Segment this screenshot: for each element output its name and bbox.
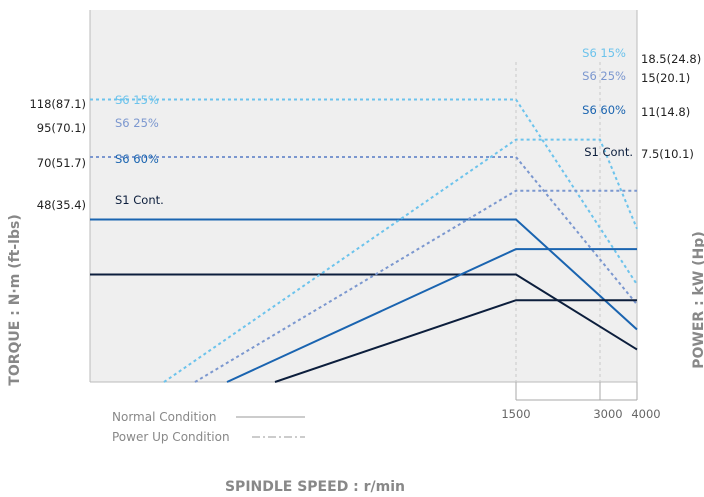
x-axis-title: SPINDLE SPEED : r/min	[225, 479, 405, 495]
torque-line-s6-25-	[90, 156, 638, 306]
torque-line-s6-15-	[90, 98, 638, 286]
power-series-label: S6 60%	[582, 103, 626, 117]
power-tick-label: 18.5(24.8)	[641, 52, 701, 66]
power-line-s6-60-	[226, 248, 637, 383]
x-tick-label: 3000	[593, 407, 622, 421]
torque-line-s1-cont-	[90, 273, 638, 351]
power-series-label: S6 25%	[582, 69, 626, 83]
power-line-s6-25-	[194, 189, 637, 383]
torque-series-label: S6 60%	[115, 152, 159, 166]
power-line-s1-cont-	[274, 299, 637, 383]
torque-series-label: S1 Cont.	[115, 193, 164, 207]
power-series-label: S1 Cont.	[584, 145, 633, 159]
power-tick-label: 15(20.1)	[641, 71, 690, 85]
torque-series-label: S6 15%	[115, 93, 159, 107]
torque-tick-label: 48(35.4)	[37, 198, 86, 212]
x-tick-label: 4000	[631, 407, 660, 421]
legend-power-up-label: Power Up Condition	[112, 430, 230, 444]
torque-tick-label: 118(87.1)	[29, 97, 86, 111]
power-tick-label: 11(14.8)	[641, 105, 690, 119]
x-tick-label: 1500	[501, 407, 530, 421]
y-axis-right-title: POWER : kW (Hp)	[691, 231, 704, 368]
series-layer	[90, 62, 638, 383]
torque-line-s6-60-	[90, 218, 638, 331]
legend-normal-label: Normal Condition	[112, 410, 217, 424]
plot-background	[90, 10, 637, 382]
y-axis-left-title: TORQUE : N·m (ft-lbs)	[7, 214, 23, 385]
power-series-label: S6 15%	[582, 46, 626, 60]
torque-tick-label: 95(70.1)	[37, 121, 86, 135]
torque-series-label: S6 25%	[115, 116, 159, 130]
power-tick-label: 7.5(10.1)	[641, 147, 694, 161]
torque-tick-label: 70(51.7)	[37, 156, 86, 170]
power-line-s6-15-	[163, 138, 638, 383]
